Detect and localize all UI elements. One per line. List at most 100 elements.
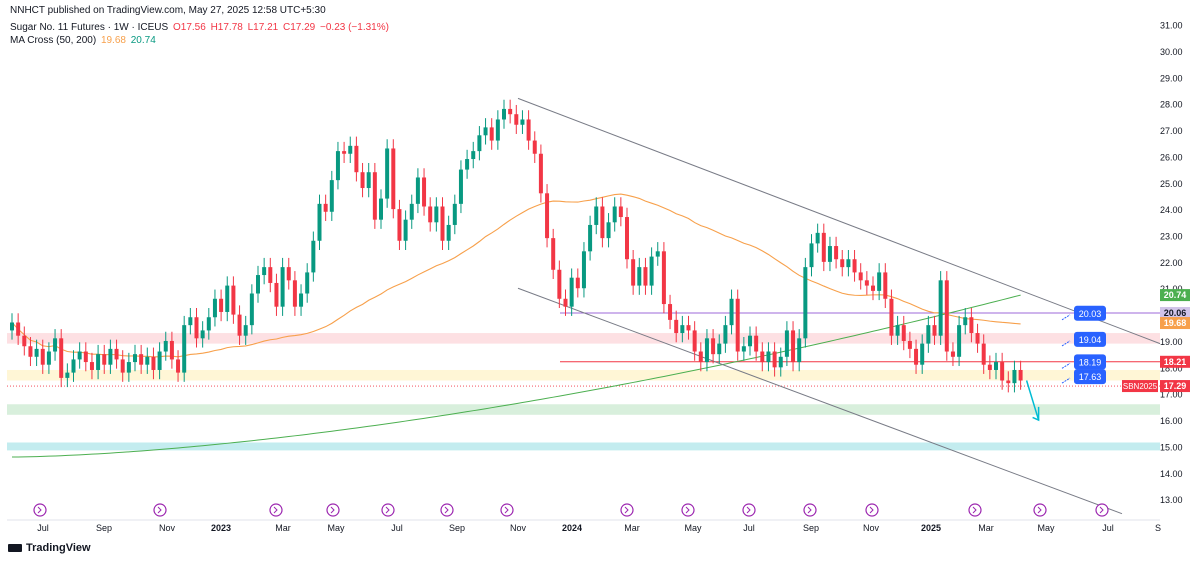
candle-body[interactable]	[422, 177, 427, 207]
candle-body[interactable]	[987, 364, 992, 370]
candle-body[interactable]	[981, 343, 986, 365]
event-marker-icon[interactable]	[620, 503, 634, 517]
candle-body[interactable]	[458, 169, 463, 204]
candle-body[interactable]	[292, 280, 297, 307]
candle-body[interactable]	[145, 356, 150, 365]
candle-body[interactable]	[225, 285, 230, 312]
candle-body[interactable]	[249, 293, 254, 326]
event-marker-icon[interactable]	[968, 503, 982, 517]
candle-body[interactable]	[895, 325, 900, 336]
candle-body[interactable]	[65, 372, 70, 378]
candle-body[interactable]	[840, 259, 845, 268]
candle-body[interactable]	[827, 246, 832, 262]
candle-body[interactable]	[791, 330, 796, 363]
candle-body[interactable]	[969, 317, 974, 334]
candle-body[interactable]	[729, 298, 734, 326]
candle-body[interactable]	[538, 153, 543, 194]
candle-body[interactable]	[649, 256, 654, 286]
channel-upper-line[interactable]	[517, 97, 1161, 345]
projection-arrow[interactable]	[1025, 380, 1040, 421]
candle-body[interactable]	[557, 269, 562, 299]
candle-body[interactable]	[723, 325, 728, 344]
event-marker-icon[interactable]	[803, 503, 817, 517]
ma50-line[interactable]	[11, 193, 1021, 358]
candle-body[interactable]	[588, 224, 593, 252]
event-marker-icon[interactable]	[326, 503, 340, 517]
candle-body[interactable]	[674, 319, 679, 334]
candle-body[interactable]	[16, 322, 21, 336]
candle-body[interactable]	[914, 348, 919, 365]
candle-body[interactable]	[495, 119, 500, 141]
candle-body[interactable]	[403, 219, 408, 241]
support-resistance-zone[interactable]	[7, 404, 1160, 415]
candle-body[interactable]	[581, 251, 586, 289]
candle-body[interactable]	[680, 325, 685, 334]
candle-body[interactable]	[871, 285, 875, 291]
candle-body[interactable]	[563, 298, 568, 307]
candle-body[interactable]	[28, 346, 33, 357]
candle-body[interactable]	[151, 356, 156, 370]
candle-body[interactable]	[22, 335, 27, 347]
target-label-box[interactable]	[1074, 305, 1106, 321]
candle-body[interactable]	[96, 354, 101, 370]
candle-body[interactable]	[661, 251, 666, 305]
candle-body[interactable]	[772, 351, 777, 368]
candle-body[interactable]	[655, 251, 660, 257]
event-marker-icon[interactable]	[440, 503, 454, 517]
candle-body[interactable]	[342, 151, 347, 154]
candle-body[interactable]	[77, 351, 82, 360]
candle-body[interactable]	[348, 145, 353, 154]
candle-body[interactable]	[305, 272, 310, 294]
candle-body[interactable]	[434, 206, 439, 223]
candle-body[interactable]	[280, 267, 285, 307]
candle-body[interactable]	[932, 325, 937, 336]
candle-body[interactable]	[194, 317, 199, 339]
candle-body[interactable]	[446, 224, 451, 241]
candle-body[interactable]	[231, 285, 236, 315]
candle-body[interactable]	[784, 330, 789, 357]
candle-body[interactable]	[815, 232, 820, 244]
candle-body[interactable]	[735, 298, 740, 352]
event-marker-icon[interactable]	[269, 503, 283, 517]
support-resistance-zone[interactable]	[7, 369, 1160, 381]
indicator-legend[interactable]: MA Cross (50, 200) 19.68 20.74	[10, 34, 158, 47]
channel-lower-line[interactable]	[517, 287, 1123, 515]
event-marker-icon[interactable]	[681, 503, 695, 517]
candle-body[interactable]	[809, 243, 814, 268]
candle-body[interactable]	[748, 335, 752, 347]
target-label-box[interactable]	[1074, 369, 1106, 385]
event-marker-icon[interactable]	[33, 503, 47, 517]
event-marker-icon[interactable]	[742, 503, 756, 517]
candle-body[interactable]	[778, 356, 783, 368]
candle-body[interactable]	[526, 119, 531, 141]
candle-body[interactable]	[59, 338, 64, 378]
candle-body[interactable]	[692, 330, 697, 352]
candle-body[interactable]	[625, 217, 629, 260]
candle-body[interactable]	[502, 108, 506, 120]
event-marker-icon[interactable]	[381, 503, 395, 517]
candle-body[interactable]	[200, 330, 205, 339]
candle-body[interactable]	[821, 232, 826, 262]
candle-body[interactable]	[366, 172, 371, 189]
candle-body[interactable]	[83, 351, 88, 363]
candle-body[interactable]	[717, 343, 722, 355]
candle-body[interactable]	[188, 317, 193, 326]
candle-body[interactable]	[741, 346, 746, 352]
candle-body[interactable]	[637, 267, 642, 286]
candle-body[interactable]	[686, 325, 691, 331]
candle-body[interactable]	[415, 177, 420, 204]
support-resistance-zone[interactable]	[7, 442, 1160, 451]
event-marker-icon[interactable]	[153, 503, 167, 517]
candle-body[interactable]	[858, 272, 863, 281]
candle-body[interactable]	[89, 362, 94, 370]
candle-body[interactable]	[864, 280, 869, 286]
candle-body[interactable]	[483, 127, 488, 136]
candle-body[interactable]	[219, 298, 224, 312]
candle-body[interactable]	[508, 108, 513, 115]
candle-body[interactable]	[907, 340, 912, 349]
candle-body[interactable]	[274, 282, 279, 307]
candle-body[interactable]	[354, 145, 359, 173]
candle-body[interactable]	[1012, 369, 1017, 384]
candle-body[interactable]	[803, 267, 808, 339]
candle-body[interactable]	[169, 340, 174, 360]
